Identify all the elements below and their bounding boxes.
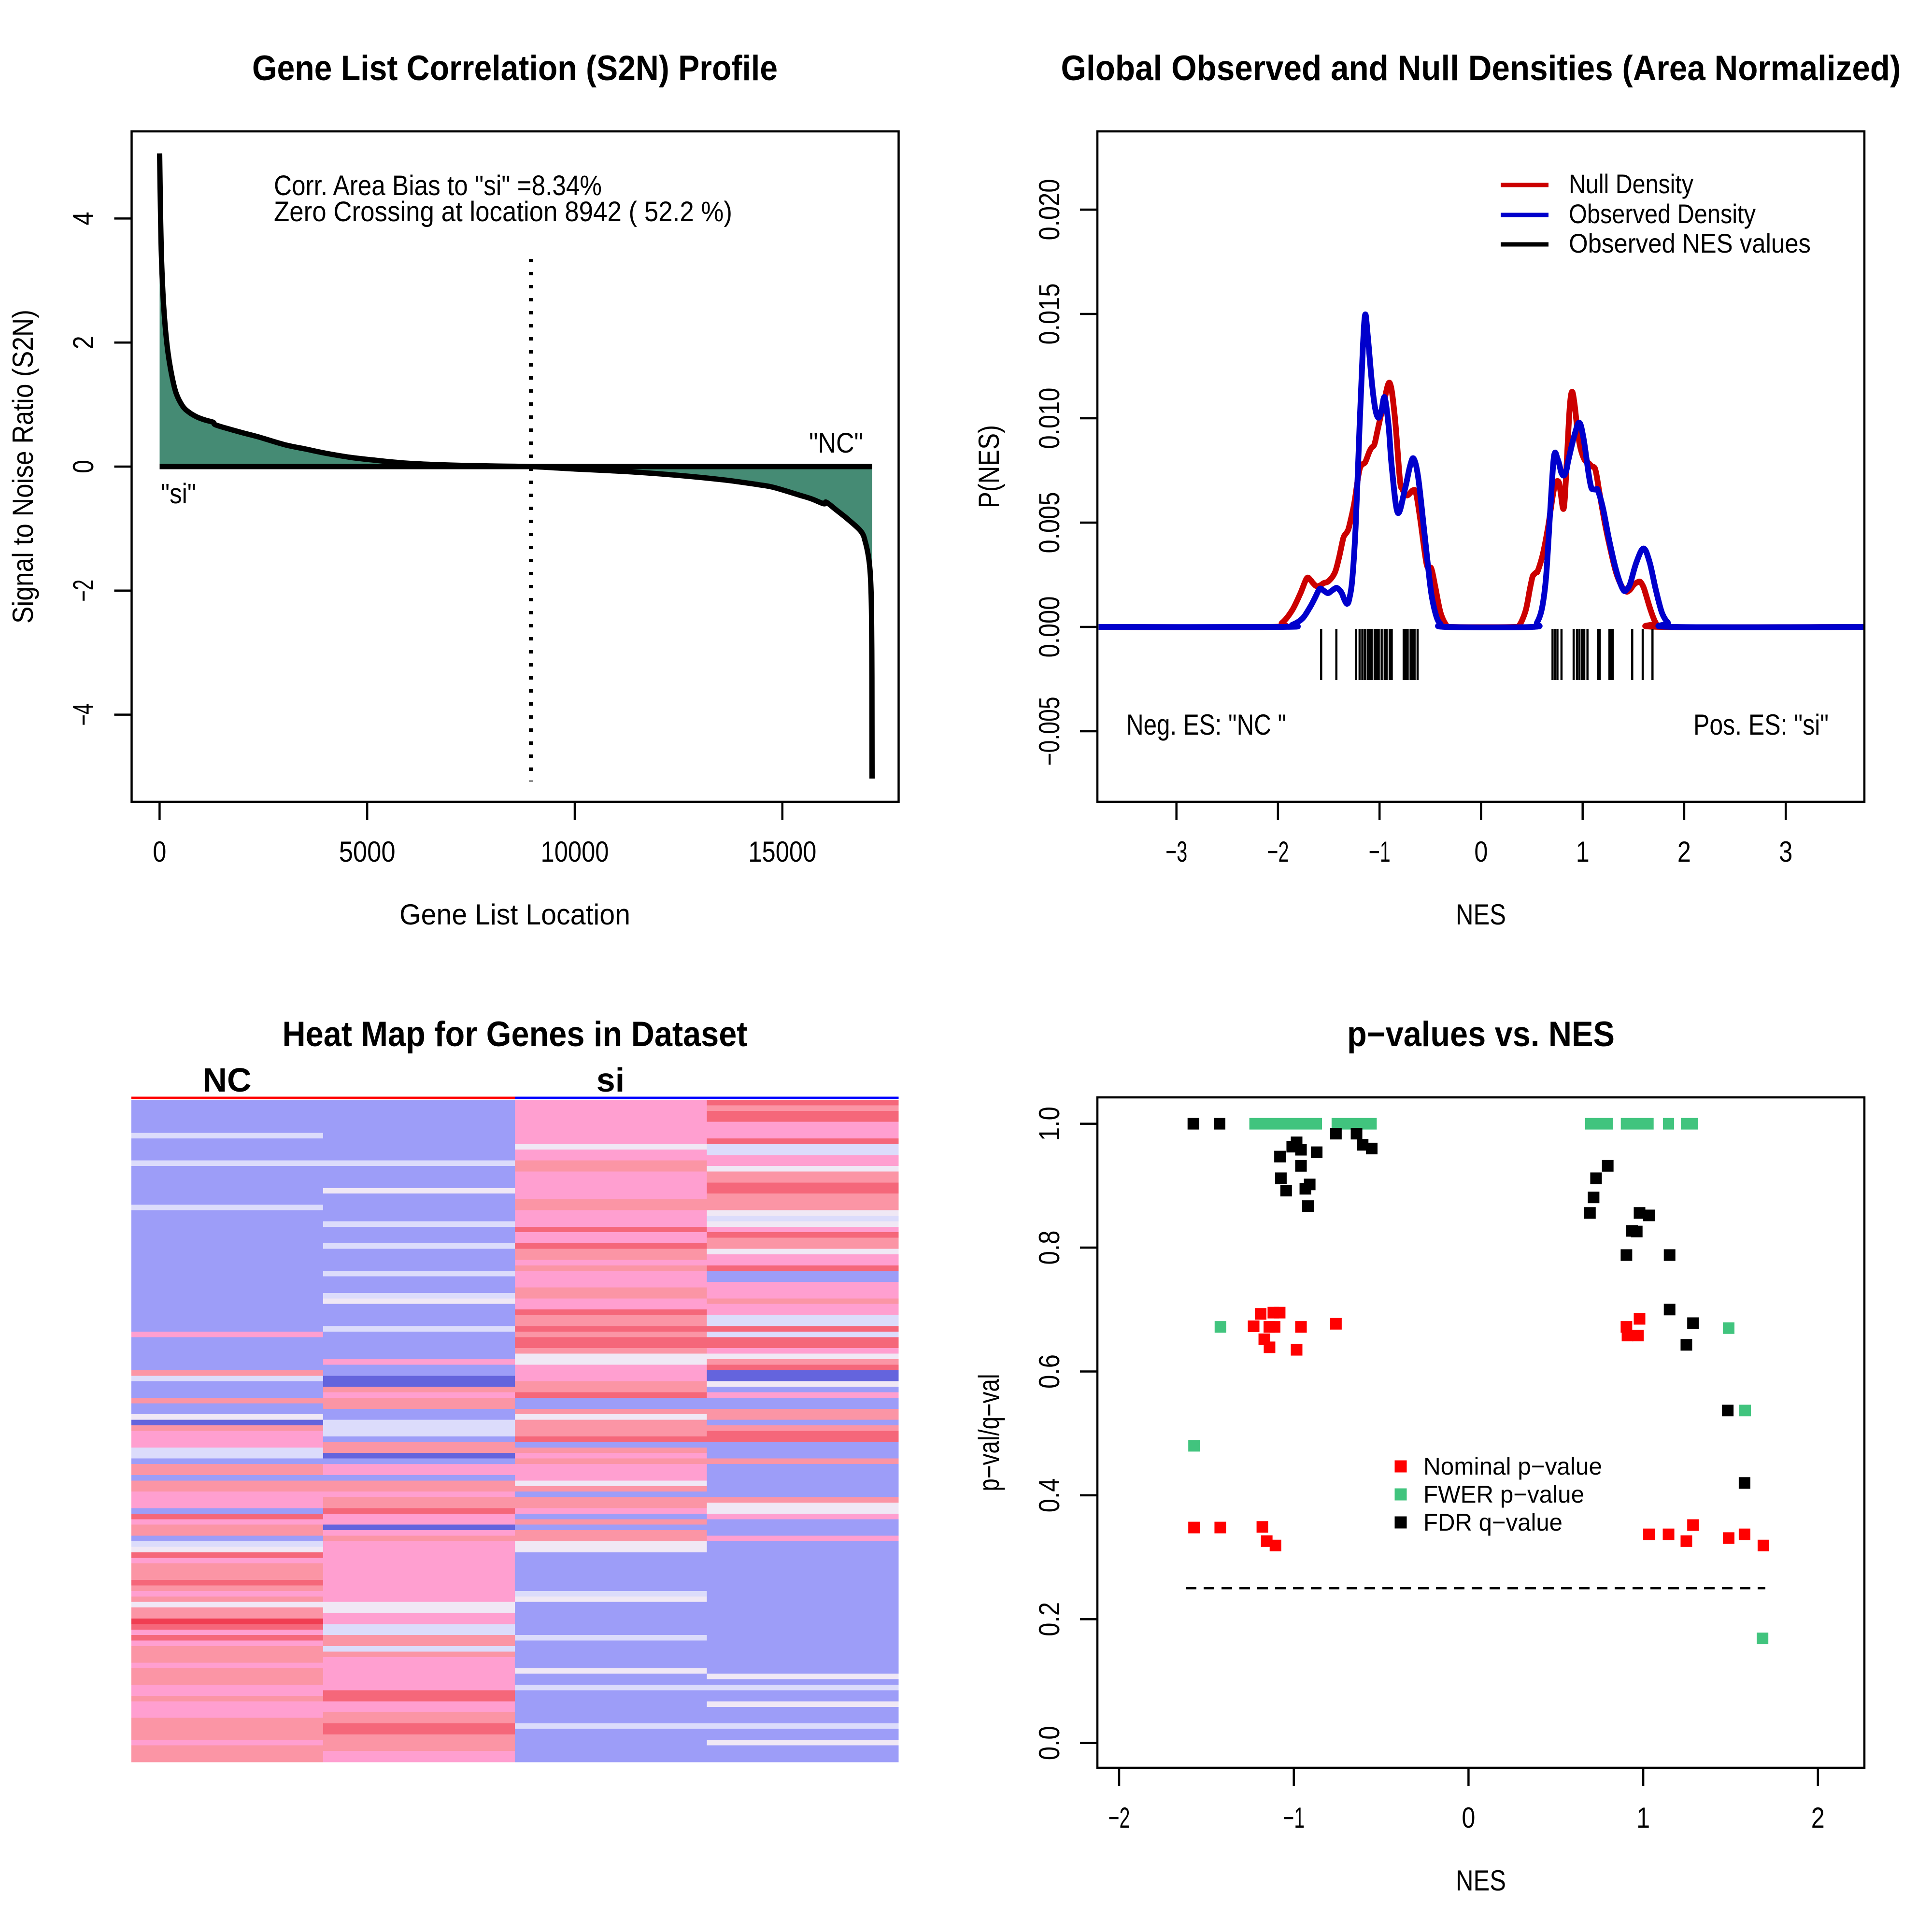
svg-text:1.0: 1.0 bbox=[1033, 1107, 1065, 1141]
svg-text:0.015: 0.015 bbox=[1033, 284, 1065, 345]
svg-text:0.020: 0.020 bbox=[1033, 179, 1065, 241]
svg-text:Gene List Correlation (S2N) Pr: Gene List Correlation (S2N) Profile bbox=[252, 49, 778, 88]
svg-text:Corr. Area Bias to "si" =8.34%: Corr. Area Bias to "si" =8.34% bbox=[274, 170, 602, 201]
svg-text:0: 0 bbox=[1462, 1802, 1475, 1834]
svg-text:−3: −3 bbox=[1165, 836, 1187, 868]
svg-text:−2: −2 bbox=[67, 580, 99, 602]
svg-text:−2: −2 bbox=[1267, 836, 1289, 868]
svg-text:−2: −2 bbox=[1108, 1802, 1130, 1834]
svg-text:0.2: 0.2 bbox=[1033, 1602, 1065, 1636]
svg-text:0: 0 bbox=[67, 460, 99, 473]
svg-text:0.010: 0.010 bbox=[1033, 388, 1065, 449]
svg-text:2: 2 bbox=[1677, 836, 1691, 868]
svg-text:2: 2 bbox=[1811, 1802, 1825, 1834]
svg-text:2: 2 bbox=[67, 336, 99, 349]
svg-text:Zero Crossing at location 894: Zero Crossing at location 8942 ( 52.2 %) bbox=[274, 196, 732, 227]
svg-text:0.6: 0.6 bbox=[1033, 1354, 1065, 1389]
svg-text:10000: 10000 bbox=[541, 836, 609, 868]
svg-text:−1: −1 bbox=[1283, 1802, 1305, 1834]
svg-text:−1: −1 bbox=[1369, 836, 1391, 868]
svg-text:si: si bbox=[597, 1061, 625, 1099]
svg-text:Gene List Location: Gene List Location bbox=[399, 898, 630, 931]
svg-text:p−values vs. NES: p−values vs. NES bbox=[1347, 1015, 1615, 1054]
svg-text:NES: NES bbox=[1456, 898, 1506, 931]
svg-text:FWER p−value: FWER p−value bbox=[1423, 1481, 1584, 1508]
svg-text:P(NES): P(NES) bbox=[973, 425, 1005, 508]
svg-text:0: 0 bbox=[153, 836, 166, 868]
svg-text:Null Density: Null Density bbox=[1569, 169, 1693, 199]
svg-text:Signal to Noise Ratio (S2N): Signal to Noise Ratio (S2N) bbox=[7, 310, 39, 624]
svg-text:"si": "si" bbox=[161, 478, 196, 510]
svg-text:1: 1 bbox=[1576, 836, 1590, 868]
svg-text:−4: −4 bbox=[67, 704, 99, 726]
svg-text:Observed NES values: Observed NES values bbox=[1569, 228, 1811, 258]
svg-text:FDR q−value: FDR q−value bbox=[1423, 1509, 1563, 1536]
svg-text:0.4: 0.4 bbox=[1033, 1478, 1065, 1512]
svg-text:−0.005: −0.005 bbox=[1033, 697, 1065, 766]
svg-text:0.0: 0.0 bbox=[1033, 1726, 1065, 1760]
svg-text:0.8: 0.8 bbox=[1033, 1231, 1065, 1265]
svg-text:Neg. ES: "NC ": Neg. ES: "NC " bbox=[1126, 709, 1286, 741]
svg-text:Pos. ES: "si": Pos. ES: "si" bbox=[1693, 709, 1829, 741]
svg-text:p−val/q−val: p−val/q−val bbox=[973, 1374, 1005, 1492]
svg-text:0.005: 0.005 bbox=[1033, 492, 1065, 554]
svg-text:5000: 5000 bbox=[339, 836, 396, 868]
svg-text:0: 0 bbox=[1474, 836, 1488, 868]
svg-text:Heat Map for Genes in Dataset: Heat Map for Genes in Dataset bbox=[283, 1015, 748, 1054]
svg-text:NC: NC bbox=[202, 1061, 251, 1099]
svg-text:NES: NES bbox=[1456, 1864, 1506, 1897]
svg-text:Observed Density: Observed Density bbox=[1569, 199, 1756, 229]
svg-text:Nominal p−value: Nominal p−value bbox=[1423, 1453, 1602, 1480]
svg-text:"NC": "NC" bbox=[809, 427, 863, 459]
svg-text:15000: 15000 bbox=[748, 836, 816, 868]
svg-text:1: 1 bbox=[1636, 1802, 1650, 1834]
svg-text:0.000: 0.000 bbox=[1033, 597, 1065, 658]
svg-text:4: 4 bbox=[67, 212, 99, 225]
svg-text:Global Observed and Null Densi: Global Observed and Null Densities (Area… bbox=[1061, 49, 1901, 88]
svg-text:3: 3 bbox=[1779, 836, 1792, 868]
